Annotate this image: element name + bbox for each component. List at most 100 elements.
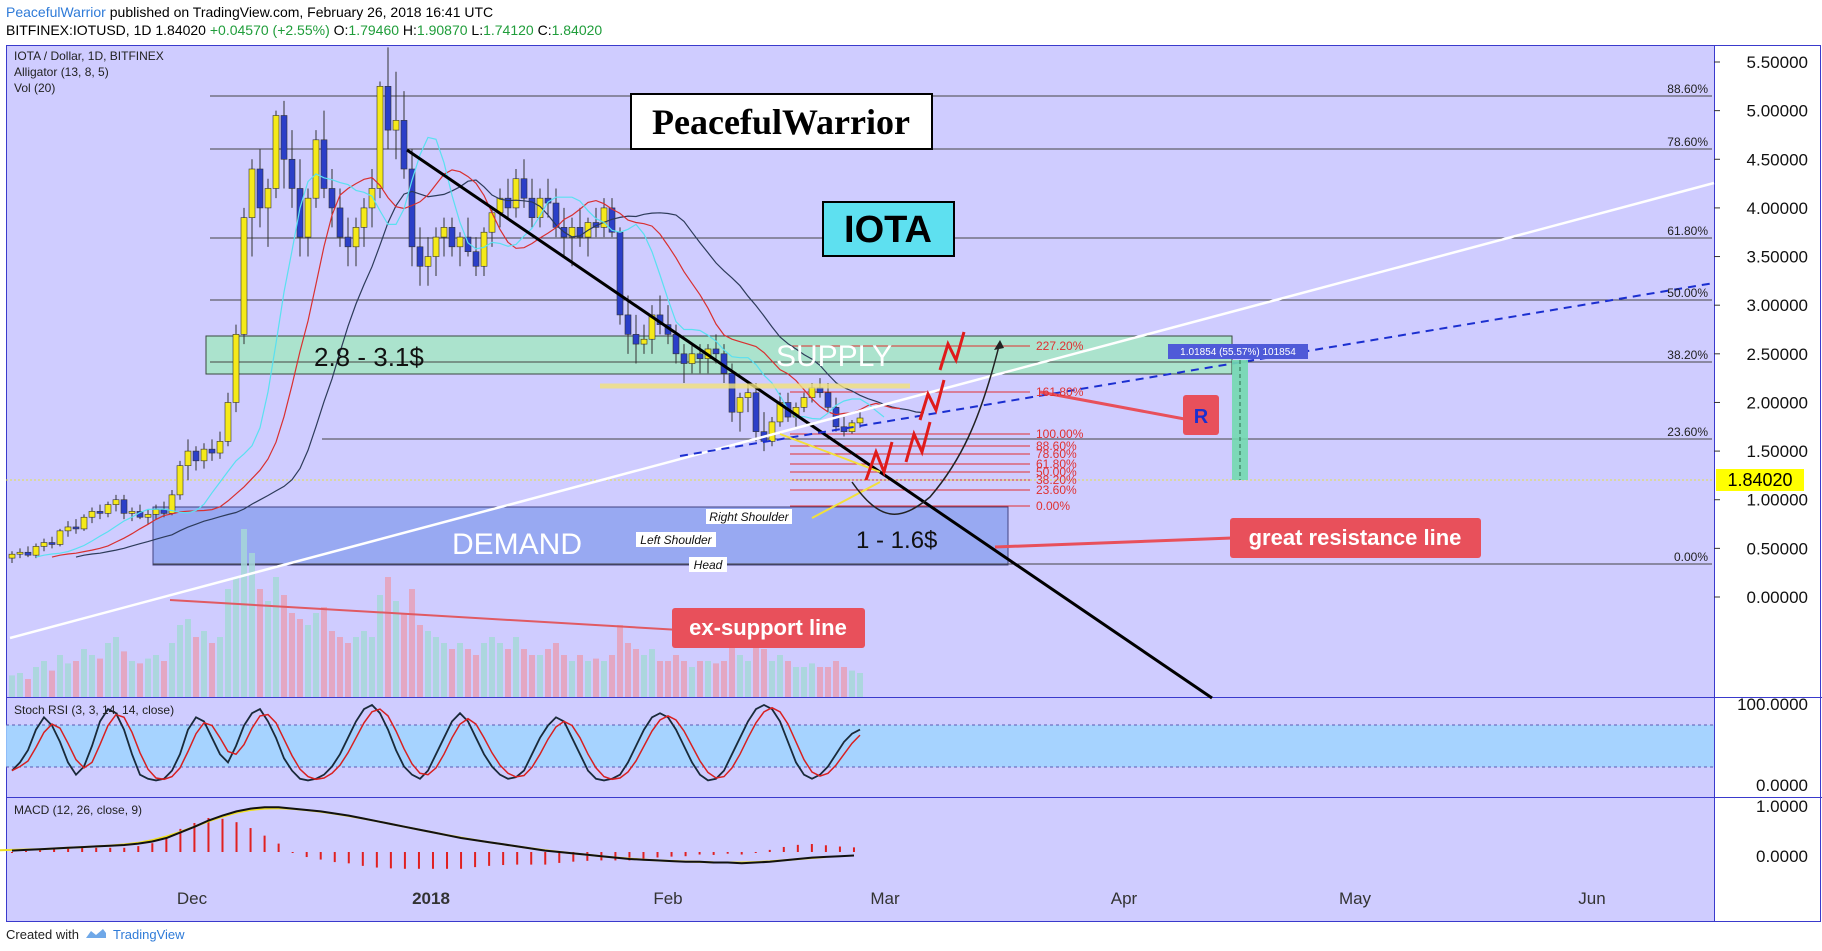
volume-bar bbox=[169, 643, 175, 697]
supply-zone[interactable] bbox=[205, 335, 1233, 375]
yellow-triangle-bottom[interactable] bbox=[811, 481, 881, 519]
demand-range-text: 1 - 1.6$ bbox=[856, 527, 937, 554]
author-link[interactable]: PeacefulWarrior bbox=[6, 4, 106, 20]
volume-bar bbox=[705, 661, 711, 697]
volume-bar bbox=[9, 675, 15, 697]
candle-body bbox=[304, 197, 312, 238]
chart-border bbox=[6, 45, 1821, 922]
created-with-text: Created with bbox=[6, 926, 79, 942]
tradingview-logo-icon bbox=[85, 929, 106, 938]
volume-bar bbox=[489, 637, 495, 697]
white-trend-line[interactable] bbox=[9, 181, 1715, 640]
symbol-text: BITFINEX:IOTUSD, 1D bbox=[6, 22, 152, 38]
macd-histogram-bar bbox=[95, 847, 98, 852]
fib-small-label: 227.20% bbox=[1036, 339, 1084, 353]
candle-body bbox=[400, 120, 408, 170]
volume-bar bbox=[729, 631, 735, 697]
volume-bar bbox=[689, 667, 695, 697]
macd-histogram-bar bbox=[530, 852, 533, 865]
candle-body bbox=[744, 392, 752, 398]
volume-bar bbox=[497, 643, 503, 697]
y-tick-label: 3.50000 bbox=[1747, 248, 1808, 267]
volume-bar bbox=[665, 661, 671, 697]
candle-body bbox=[616, 231, 624, 316]
volume-bar bbox=[601, 661, 607, 697]
last-price-text: 1.84020 bbox=[155, 22, 206, 38]
demand-zone[interactable] bbox=[152, 506, 1009, 566]
y-tick-label: 3.00000 bbox=[1747, 296, 1808, 315]
fib-small-label: 78.60% bbox=[1036, 447, 1077, 461]
volume-bar bbox=[201, 631, 207, 697]
candle-body bbox=[56, 530, 64, 545]
candle-body bbox=[320, 139, 328, 189]
macd-histogram-bar bbox=[109, 847, 112, 852]
macd-histogram-bar bbox=[39, 849, 42, 852]
indicator-axis-label: 100.0000 bbox=[1737, 695, 1808, 714]
macd-histogram-bar bbox=[207, 817, 210, 852]
indicator-axis-label: 0.0000 bbox=[1756, 847, 1808, 866]
macd-histogram-bar bbox=[151, 843, 154, 852]
candle-body bbox=[488, 212, 496, 233]
fib-right-label: 78.60% bbox=[1667, 135, 1708, 149]
candle-body bbox=[344, 236, 352, 248]
candle-body bbox=[336, 207, 344, 238]
candle-body bbox=[480, 231, 488, 267]
candle-body bbox=[280, 115, 288, 160]
candle-body bbox=[112, 499, 120, 505]
projection-arrowhead bbox=[994, 340, 1004, 350]
volume-bar bbox=[401, 613, 407, 697]
volume-bar bbox=[441, 643, 447, 697]
volume-bar bbox=[153, 655, 159, 697]
tradingview-brand[interactable]: TradingView bbox=[112, 926, 185, 942]
low-value: 1.74120 bbox=[483, 22, 534, 38]
red-arrows bbox=[864, 331, 966, 481]
macd-histogram-bar bbox=[488, 852, 491, 866]
stochrsi-lines bbox=[11, 703, 861, 782]
macd-histogram-bar bbox=[544, 852, 547, 865]
ex-support-line-mark[interactable] bbox=[169, 599, 681, 631]
candle-body bbox=[600, 207, 608, 228]
volume-bar bbox=[49, 670, 55, 697]
blue-dashed-line[interactable] bbox=[679, 282, 1715, 457]
demand-text: DEMAND bbox=[452, 528, 582, 561]
stochrsi-d-line bbox=[11, 706, 861, 781]
macd-histogram-bar bbox=[389, 852, 392, 869]
fib-right-label: 50.00% bbox=[1667, 286, 1708, 300]
volume-bar bbox=[193, 637, 199, 697]
volume-bar bbox=[361, 631, 367, 697]
volume-bar bbox=[369, 637, 375, 697]
projection-curve bbox=[851, 341, 1001, 515]
yellow-triangle-top[interactable] bbox=[779, 433, 881, 473]
fib-right-label: 61.80% bbox=[1667, 224, 1708, 238]
volume-bar bbox=[777, 655, 783, 697]
candle-body bbox=[752, 392, 760, 432]
volume-bar bbox=[473, 655, 479, 697]
fib-right-labels: 88.60% 78.60% 61.80% 50.00% 38.20% 23.60% 0.00… bbox=[1667, 82, 1708, 564]
y-tick-label: 4.00000 bbox=[1747, 199, 1808, 218]
great-resistance-text: great resistance line bbox=[1249, 525, 1462, 550]
candle-body bbox=[88, 511, 96, 518]
candle-body bbox=[648, 314, 656, 340]
volume-bar bbox=[697, 661, 703, 697]
candle-body bbox=[712, 348, 720, 355]
candle-body bbox=[816, 387, 824, 394]
candle-body bbox=[104, 504, 112, 514]
macd-histogram-bar bbox=[824, 845, 827, 852]
candle-body bbox=[192, 450, 200, 462]
macd-line bbox=[11, 806, 855, 865]
candle-body bbox=[72, 526, 80, 530]
y-axis-labels: 5.50000 5.00000 4.50000 4.00000 3.50000 3.000… bbox=[1714, 53, 1808, 607]
candle-body bbox=[144, 514, 152, 518]
chart-canvas[interactable]: IOTA / Dollar, 1D, BITFINEX Alligator (1… bbox=[0, 42, 1822, 922]
fib-right-label: 0.00% bbox=[1674, 550, 1708, 564]
volume-bar bbox=[217, 637, 223, 697]
footer: Created with TradingView bbox=[6, 924, 185, 944]
volume-bar bbox=[337, 637, 343, 697]
volume-bar bbox=[633, 649, 639, 697]
macd-histogram-bar bbox=[782, 846, 785, 852]
right-shoulder-label: Right Shoulder bbox=[709, 510, 789, 524]
y-tick-label: 1.50000 bbox=[1747, 442, 1808, 461]
volume-bar bbox=[561, 655, 567, 697]
volume-bar bbox=[241, 529, 247, 697]
candle-body bbox=[248, 168, 256, 218]
